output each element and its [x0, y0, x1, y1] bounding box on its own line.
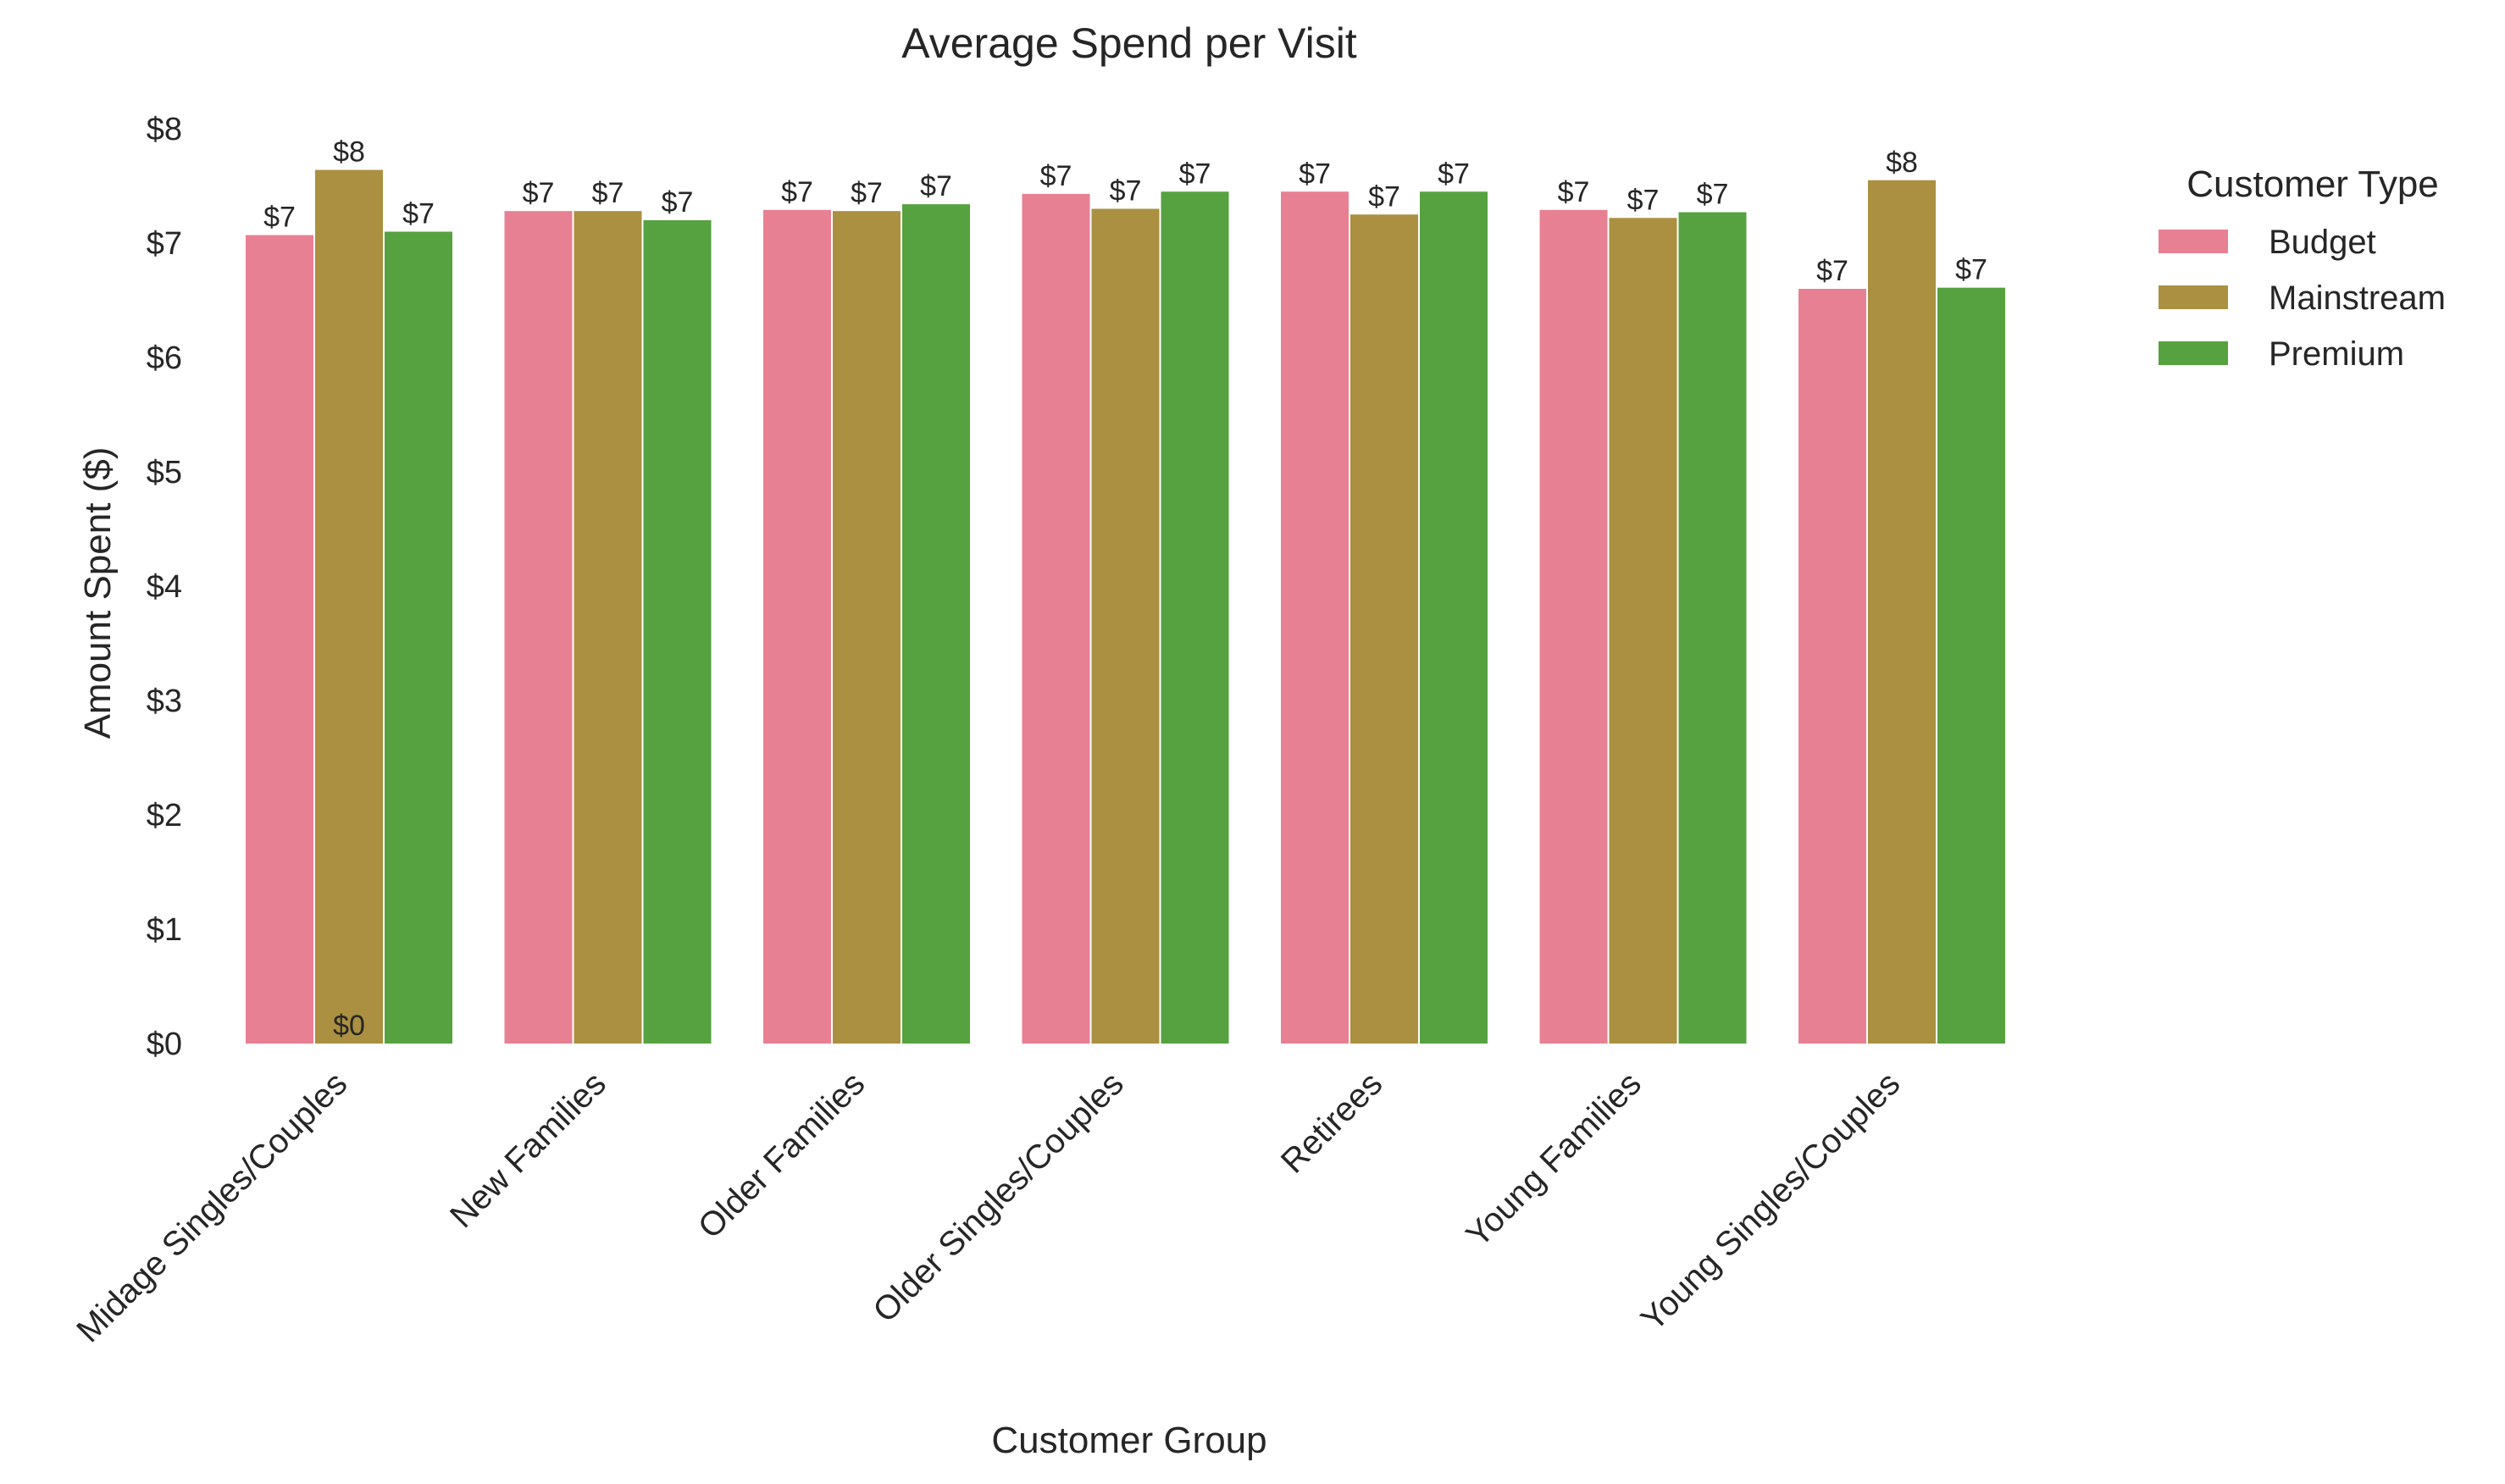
- legend-title: Customer Type: [2186, 163, 2439, 205]
- legend-label-premium: Premium: [2269, 335, 2404, 373]
- y-axis-title: Amount Spent ($): [77, 447, 119, 739]
- x-axis-ticks: Midage Singles/Couples New Families Older …: [69, 1065, 1907, 1349]
- bar-mainstream: [833, 211, 901, 1044]
- y-tick-label: $2: [147, 798, 182, 833]
- legend: Customer Type Budget Mainstream Premium: [2159, 163, 2446, 373]
- bar-mainstream: [574, 211, 642, 1044]
- bar-value-label: $8: [333, 136, 365, 169]
- bar-budget: [1798, 289, 1866, 1044]
- y-tick-label: $8: [147, 112, 182, 147]
- bar-mainstream: [1091, 208, 1160, 1044]
- bar-value-label: $7: [1955, 254, 1987, 286]
- annotation-label: $0: [333, 1010, 365, 1042]
- bar-value-label: $7: [1627, 184, 1660, 216]
- y-tick-label: $4: [147, 569, 182, 605]
- bar-value-label: $7: [1110, 175, 1142, 208]
- bar-mainstream: [315, 169, 383, 1044]
- legend-label-budget: Budget: [2269, 224, 2376, 261]
- legend-swatch-premium: [2159, 341, 2228, 365]
- bar-value-label: $7: [1816, 255, 1848, 287]
- bar-value-label: $7: [1040, 160, 1072, 192]
- bar-budget: [1281, 191, 1349, 1044]
- bar-premium: [902, 204, 970, 1044]
- x-tick-label: Young Singles/Couples: [1634, 1065, 1908, 1338]
- legend-swatch-budget: [2159, 230, 2228, 253]
- legend-swatch-mainstream: [2159, 285, 2228, 309]
- bar-premium: [1678, 212, 1747, 1044]
- x-tick-label: New Families: [443, 1065, 613, 1235]
- bar-budget: [504, 211, 573, 1044]
- x-tick-label: Older Families: [691, 1065, 872, 1245]
- bar-budget: [1022, 193, 1090, 1044]
- bar-budget: [763, 209, 831, 1044]
- bar-mainstream: [1868, 180, 1936, 1044]
- bar-value-label: $8: [1886, 147, 1918, 179]
- bar-value-label: $7: [263, 202, 296, 234]
- bar-value-label: $7: [1438, 158, 1470, 190]
- y-tick-label: $3: [147, 684, 182, 719]
- bar-premium: [643, 220, 712, 1044]
- x-tick-label: Young Families: [1459, 1065, 1648, 1254]
- bar-value-label: $7: [1299, 158, 1331, 190]
- bar-value-label: $7: [851, 177, 883, 209]
- x-tick-label: Retirees: [1274, 1065, 1389, 1180]
- legend-label-mainstream: Mainstream: [2269, 280, 2446, 317]
- bar-value-label: $7: [1697, 179, 1729, 211]
- bar-budget: [246, 235, 313, 1044]
- bar-mainstream: [1350, 214, 1418, 1044]
- chart-title: Average Spend per Visit: [901, 19, 1357, 67]
- bar-premium: [1161, 191, 1229, 1044]
- bar-value-label: $7: [592, 177, 624, 209]
- y-tick-label: $0: [147, 1027, 182, 1062]
- bar-budget: [1539, 209, 1608, 1044]
- bar-value-label: $7: [781, 176, 813, 208]
- bars: [246, 169, 2005, 1044]
- y-tick-label: $1: [147, 912, 182, 948]
- bar-value-label: $7: [662, 186, 694, 219]
- y-tick-label: $7: [147, 226, 182, 262]
- y-tick-label: $6: [147, 341, 182, 376]
- bar-value-label: $7: [1558, 176, 1590, 208]
- x-axis-title: Customer Group: [991, 1420, 1266, 1461]
- bar-premium: [1420, 191, 1488, 1044]
- y-axis-ticks: $0 $1 $2 $3 $4 $5 $6 $7 $8: [147, 112, 182, 1062]
- y-tick-label: $5: [147, 455, 182, 490]
- bar-value-label: $7: [920, 170, 952, 202]
- bar-value-label: $7: [523, 177, 555, 209]
- bar-premium: [385, 231, 452, 1044]
- data-labels: $7 $8 $7 $7 $7 $7 $7 $7 $7 $7 $7 $7 $7 $7 $7 $7 $7 $7 $7 $8…: [263, 136, 1987, 1042]
- x-tick-label: Older Singles/Couples: [866, 1065, 1131, 1330]
- bar-premium: [1937, 287, 2005, 1044]
- bar-value-label: $7: [1179, 158, 1211, 190]
- bar-value-label: $7: [1368, 180, 1400, 213]
- bar-value-label: $7: [402, 198, 435, 230]
- bar-mainstream: [1609, 218, 1677, 1044]
- x-tick-label: Midage Singles/Couples: [69, 1065, 354, 1349]
